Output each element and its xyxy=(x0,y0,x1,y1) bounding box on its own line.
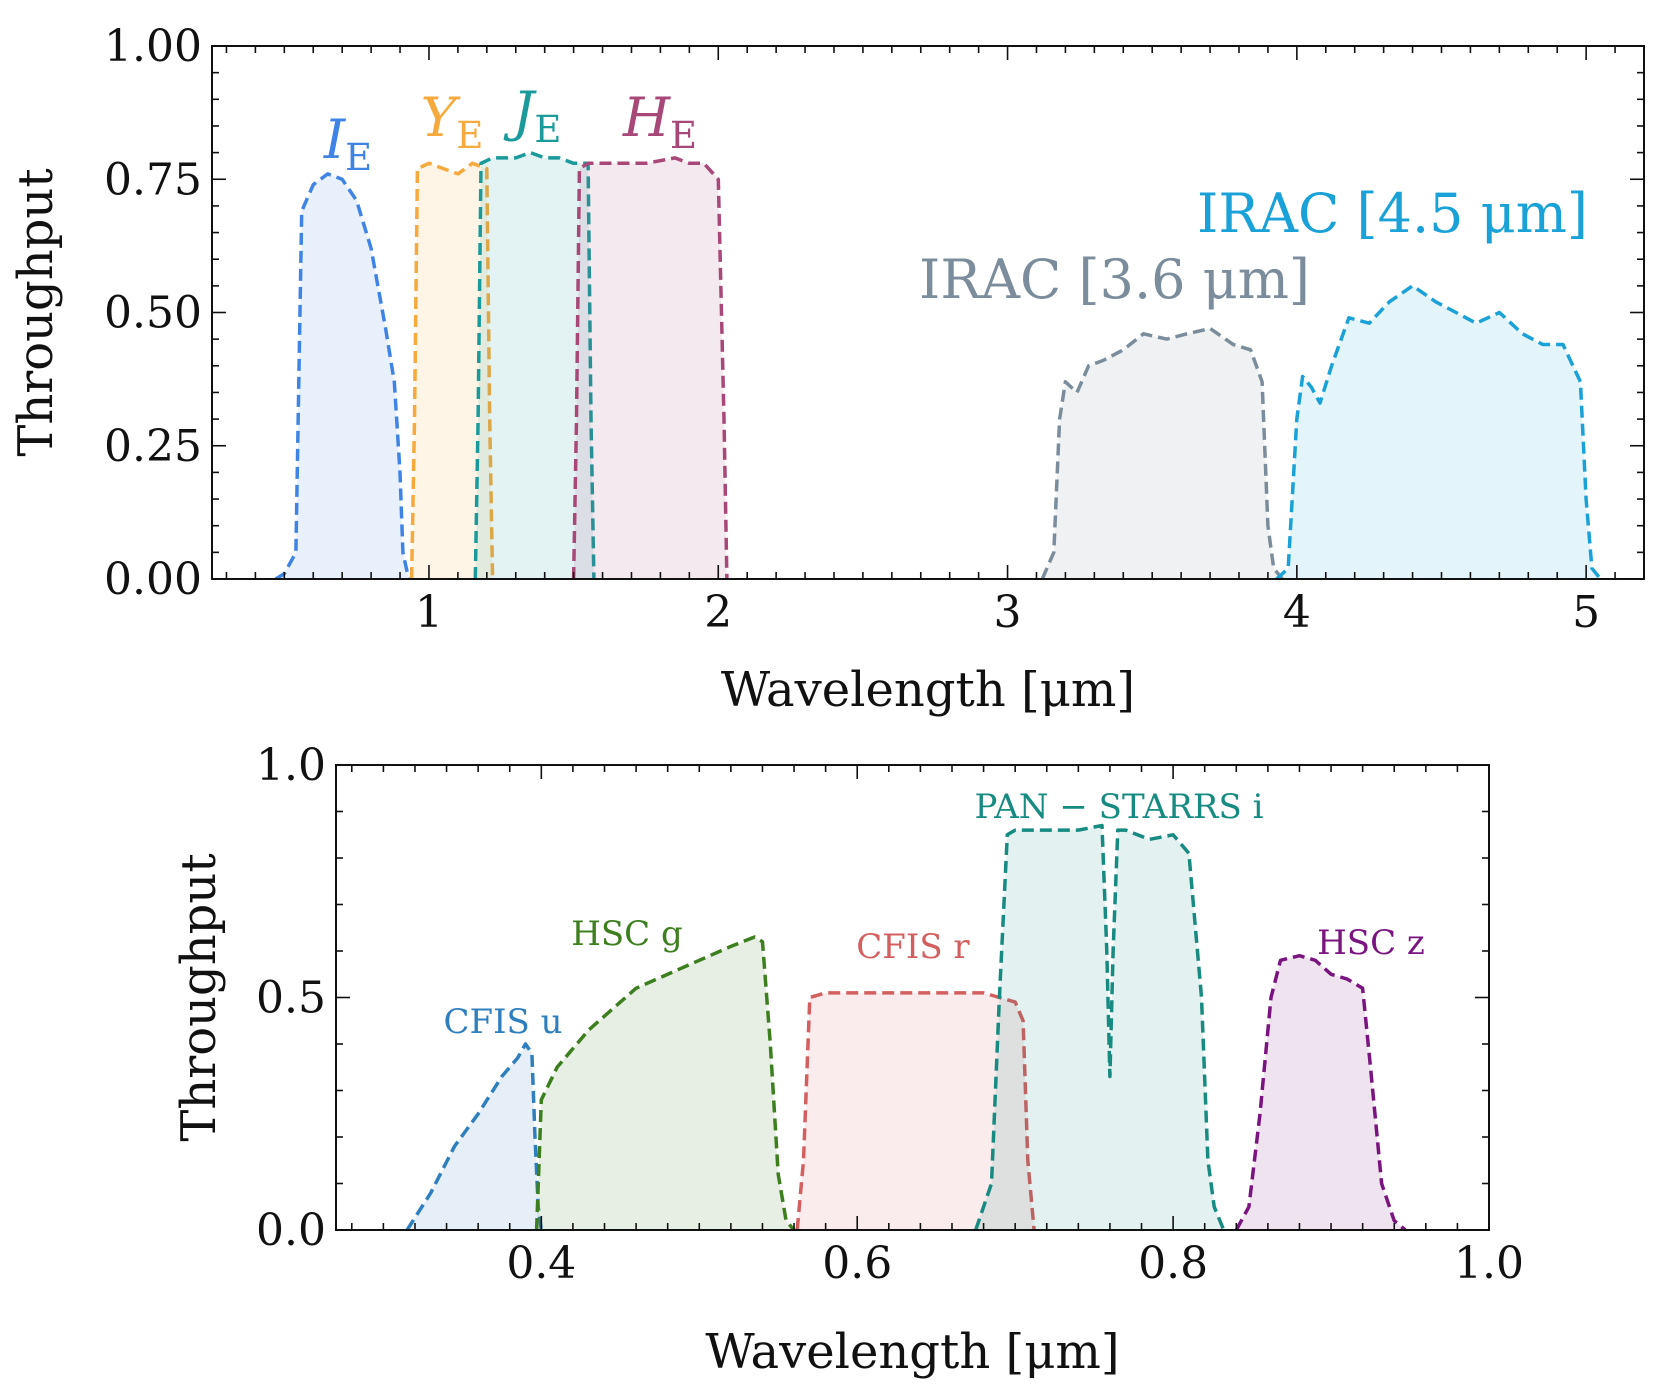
series-label-4: IRAC [3.6 μm] xyxy=(919,248,1310,311)
series-line-3 xyxy=(571,156,729,579)
x-tick-label: 3 xyxy=(994,587,1022,638)
series-label-1: HSC g xyxy=(571,914,683,954)
series-label-3: HE xyxy=(622,86,697,157)
series-fill-2 xyxy=(475,152,594,579)
x-tick-label: 0.8 xyxy=(1138,1238,1208,1289)
x-tick-label: 0.4 xyxy=(506,1238,576,1289)
y-tick-label: 1.00 xyxy=(104,21,202,72)
y-tick-label: 0.5 xyxy=(256,973,326,1024)
y-tick-label: 0.00 xyxy=(104,554,202,605)
top-chart-near-ir: 1 2 3 4 5 0.00 0.25 0.50 0.75 1.00 Wavelength [μm]… xyxy=(8,21,1645,718)
x-axis-title: Wavelength [μm] xyxy=(705,1324,1119,1380)
series-label-5: IRAC [4.5 μm] xyxy=(1197,182,1588,245)
x-axis-title: Wavelength [μm] xyxy=(721,662,1135,718)
y-tick-label: 1.0 xyxy=(256,740,326,791)
y-tick-label: 0.0 xyxy=(256,1205,326,1256)
series-fill-1 xyxy=(411,163,493,579)
y-tick-label: 0.50 xyxy=(104,288,202,339)
series-label-0: CFIS u xyxy=(443,1002,562,1042)
series-label-0: IE xyxy=(323,108,372,179)
x-tick-label: 1.0 xyxy=(1454,1238,1524,1289)
series-line-2 xyxy=(795,991,1036,1230)
series-fill-0 xyxy=(275,173,409,579)
series-fill-3 xyxy=(573,157,727,579)
x-tick-label: 2 xyxy=(704,587,732,638)
plot-area xyxy=(405,823,1407,1230)
series-fill-2 xyxy=(797,992,1035,1230)
series-label-4: HSC z xyxy=(1317,923,1425,963)
x-tick-label: 5 xyxy=(1572,587,1600,638)
series-line-0 xyxy=(274,172,411,579)
x-tick-label: 0.6 xyxy=(822,1238,892,1289)
x-tick-label: 1 xyxy=(415,587,443,638)
series-line-1 xyxy=(534,935,796,1230)
series-fill-3 xyxy=(975,825,1224,1230)
series-label-3: PAN − STARRS i xyxy=(975,787,1264,827)
series-line-3 xyxy=(974,823,1226,1230)
series-fill-4 xyxy=(1236,955,1406,1230)
series-fill-1 xyxy=(536,937,794,1230)
series-line-5 xyxy=(1275,284,1602,579)
series-label-1: YE xyxy=(421,86,484,157)
series-label-2: CFIS r xyxy=(856,927,970,967)
series-line-0 xyxy=(405,1042,544,1230)
series-fill-4 xyxy=(1042,328,1283,579)
series-fill-5 xyxy=(1276,285,1601,579)
y-tick-label: 0.25 xyxy=(104,421,202,472)
y-axis-title: Throughput xyxy=(171,853,227,1141)
series-label-2: JE xyxy=(503,80,562,151)
bottom-chart-optical: 0.4 0.6 0.8 1.0 0.0 0.5 1.0 Wavelength [μm] Thro… xyxy=(171,740,1524,1380)
series-fill-0 xyxy=(407,1044,542,1230)
y-axis-title: Throughput xyxy=(8,168,64,456)
series-line-4 xyxy=(1234,953,1407,1230)
series-line-1 xyxy=(409,161,495,579)
y-tick-label: 0.75 xyxy=(104,154,202,205)
x-tick-label: 4 xyxy=(1283,587,1311,638)
plot-area xyxy=(274,150,1602,579)
